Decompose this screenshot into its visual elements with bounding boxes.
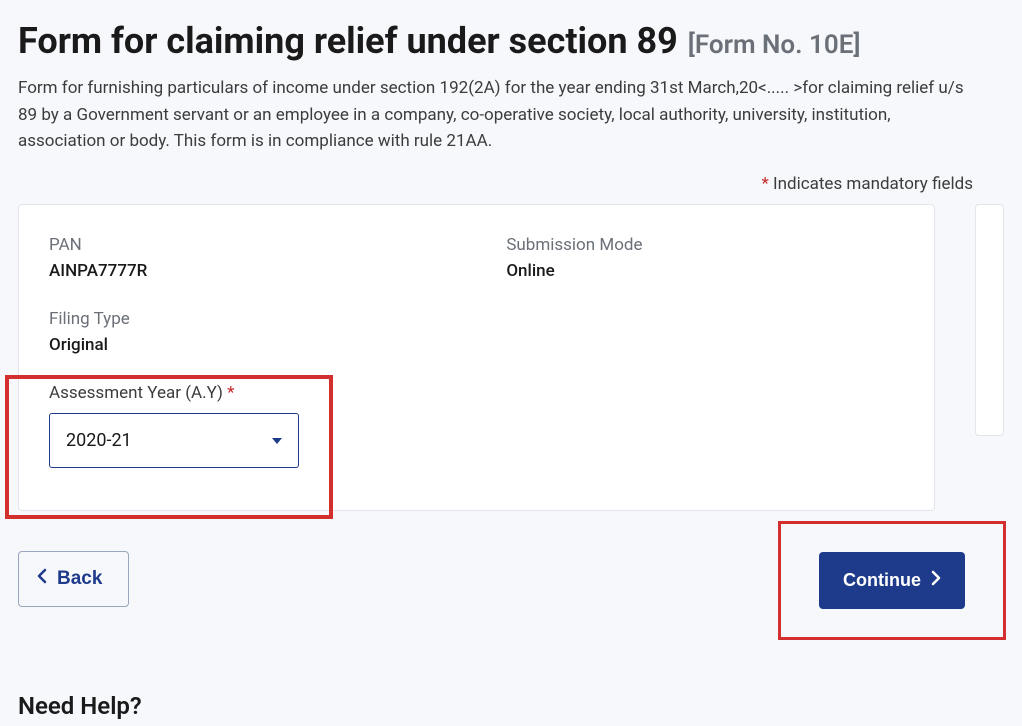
submission-mode-value: Online [506,261,903,281]
side-card [975,204,1004,436]
help-title: Need Help? [18,692,1004,720]
asterisk-icon: * [227,383,234,403]
submission-mode-label: Submission Mode [506,235,903,255]
form-number: [Form No. 10E] [688,30,861,60]
assessment-year-label-text: Assessment Year (A.Y) [49,383,223,403]
filing-type-label: Filing Type [49,309,446,329]
page-header: Form for claiming relief under section 8… [18,20,1004,63]
filing-type-field: Filing Type Original [49,309,446,355]
assessment-year-value: 2020-21 [66,430,132,451]
submission-mode-field: Submission Mode Online [506,235,903,281]
filing-type-value: Original [49,335,446,355]
field-row-2: Filing Type Original [49,309,904,383]
assessment-year-field: Assessment Year (A.Y) * 2020-21 [49,383,904,468]
page-description: Form for furnishing particulars of incom… [18,75,978,154]
caret-down-icon [272,438,282,444]
spacer-field [506,309,903,355]
continue-label: Continue [843,570,921,591]
mandatory-note: * Indicates mandatory fields [18,174,973,194]
field-row-1: PAN AINPA7777R Submission Mode Online [49,235,904,309]
actions-row: Back Continue [18,551,988,607]
page-title: Form for claiming relief under section 8… [18,20,678,62]
form-card: PAN AINPA7777R Submission Mode Online Fi… [18,204,935,511]
pan-label: PAN [49,235,446,255]
assessment-year-label: Assessment Year (A.Y) * [49,383,904,403]
chevron-right-icon [931,570,941,591]
highlight-continue: Continue [778,521,1006,640]
assessment-year-select[interactable]: 2020-21 [49,413,299,468]
mandatory-text: Indicates mandatory fields [773,174,973,194]
pan-value: AINPA7777R [49,261,446,281]
chevron-left-icon [37,568,47,590]
back-label: Back [57,568,102,590]
content-wrap: PAN AINPA7777R Submission Mode Online Fi… [18,204,1004,511]
asterisk-icon: * [761,174,768,194]
continue-button[interactable]: Continue [819,552,965,609]
pan-field: PAN AINPA7777R [49,235,446,281]
back-button[interactable]: Back [18,551,129,607]
